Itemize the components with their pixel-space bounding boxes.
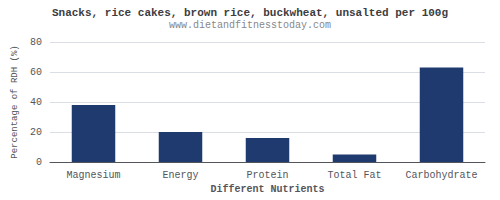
- svg-text:60: 60: [30, 67, 42, 78]
- svg-text:Snacks, rice cakes, brown rice: Snacks, rice cakes, brown rice, buckwhea…: [52, 7, 448, 19]
- svg-text:Total Fat: Total Fat: [327, 170, 381, 181]
- svg-text:80: 80: [30, 37, 42, 48]
- svg-text:0: 0: [36, 157, 42, 168]
- svg-text:Magnesium: Magnesium: [66, 170, 120, 181]
- svg-text:Different Nutrients: Different Nutrients: [210, 184, 324, 195]
- svg-text:www.dietandfitnesstoday.com: www.dietandfitnesstoday.com: [169, 20, 331, 31]
- svg-text:20: 20: [30, 127, 42, 138]
- svg-text:Energy: Energy: [162, 170, 198, 181]
- svg-text:40: 40: [30, 97, 42, 108]
- svg-text:Carbohydrate: Carbohydrate: [405, 170, 477, 181]
- svg-text:Percentage of RDH (%): Percentage of RDH (%): [10, 45, 20, 158]
- svg-text:Protein: Protein: [246, 170, 288, 181]
